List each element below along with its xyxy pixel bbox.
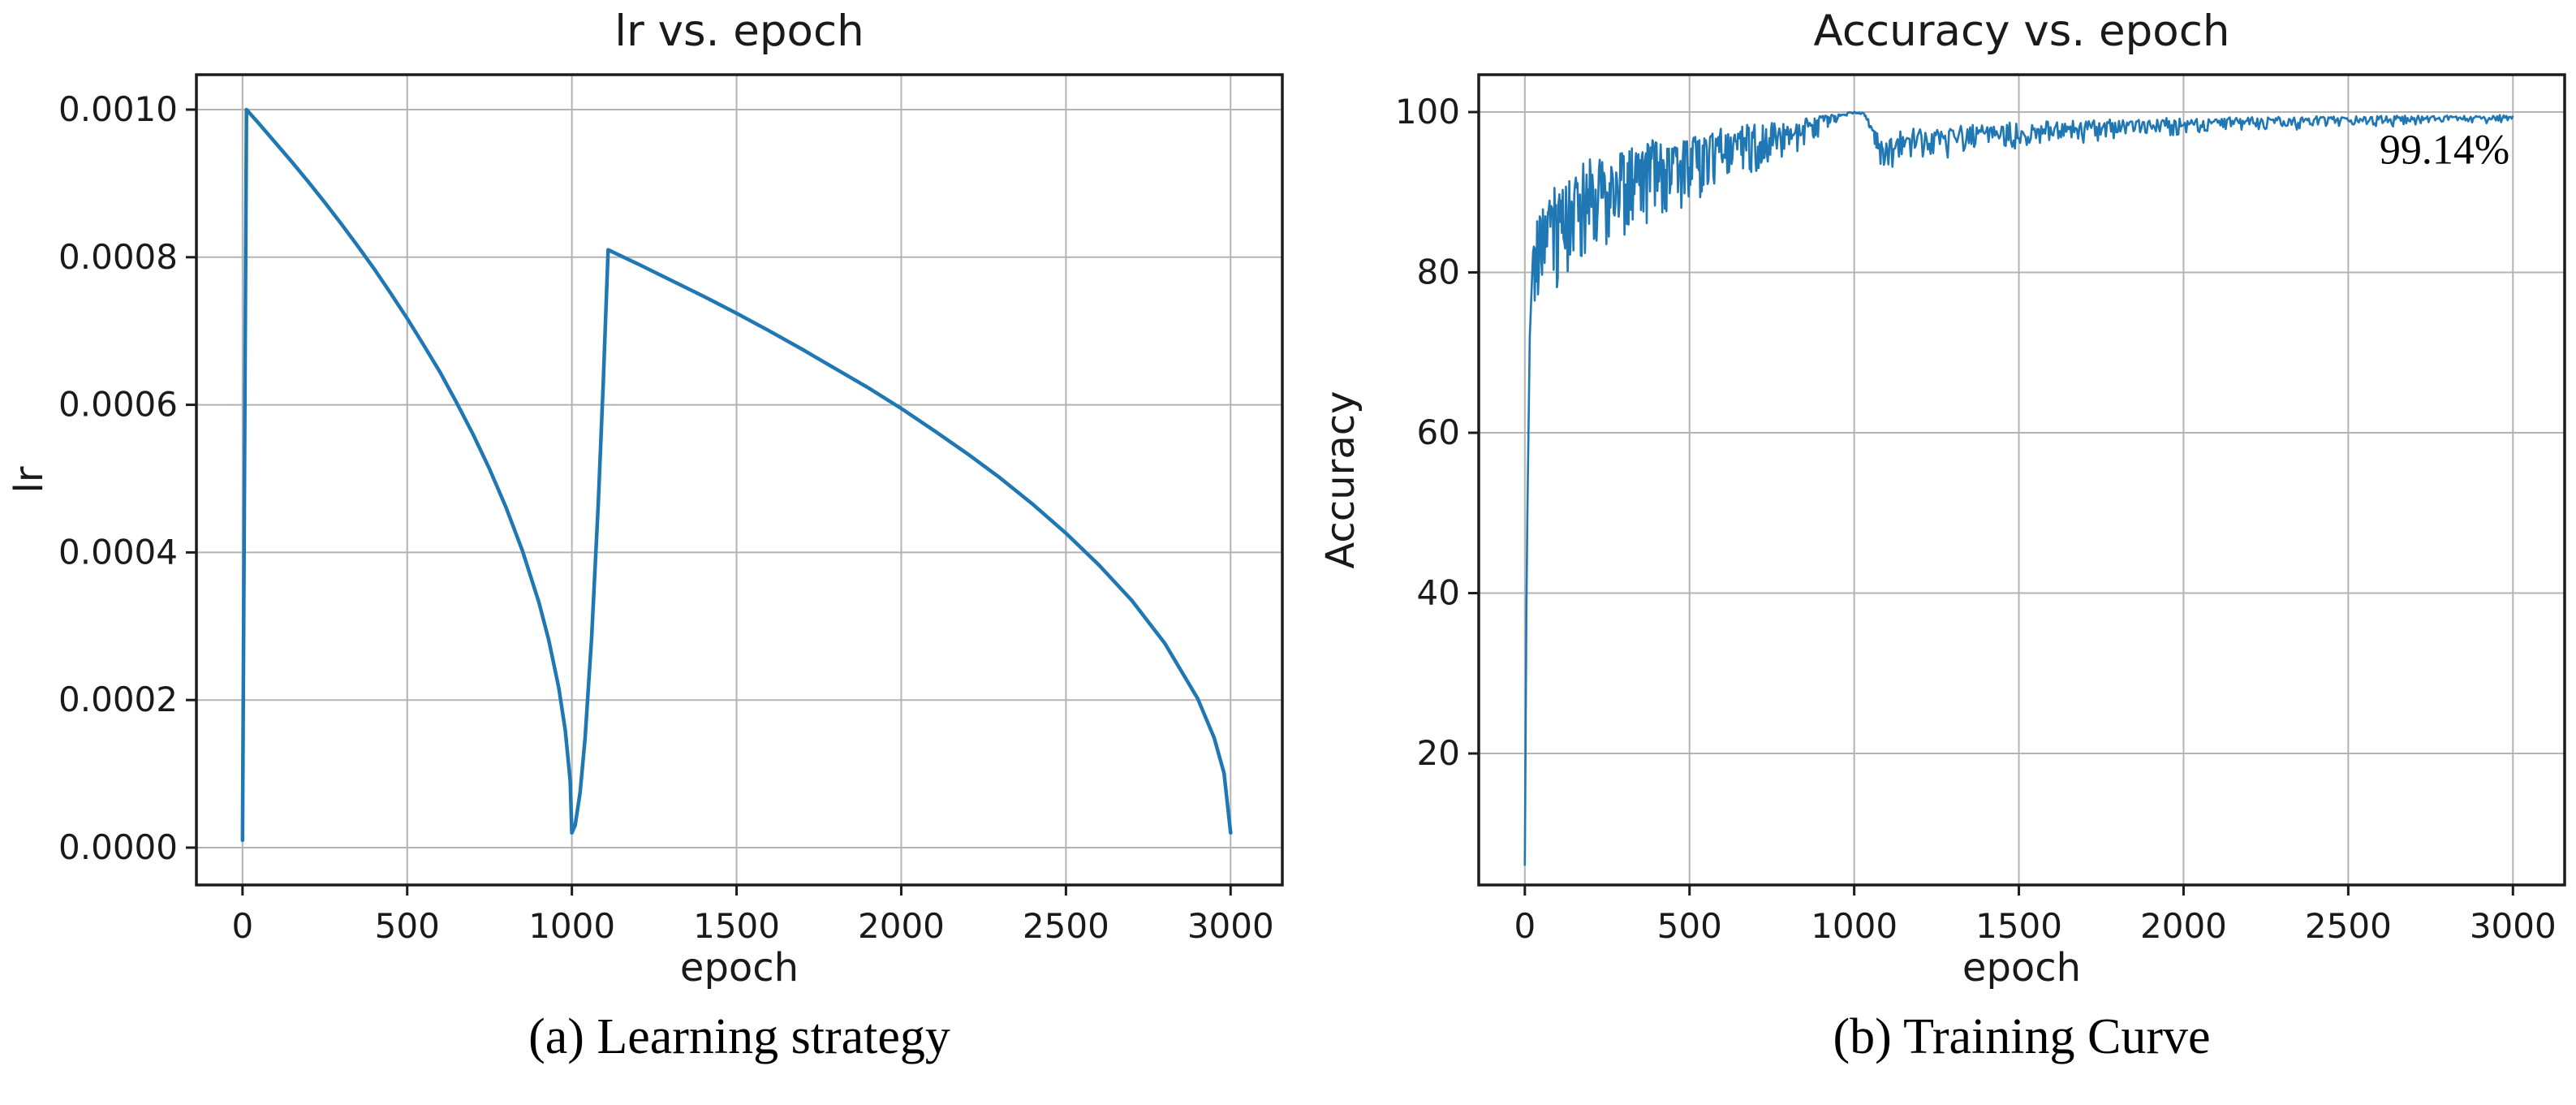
x-tick-label: 3000 — [2470, 906, 2557, 946]
x-tick-label: 2500 — [2305, 906, 2392, 946]
y-tick-label: 40 — [1417, 573, 1460, 613]
accuracy-ylabel: Accuracy — [1318, 391, 1363, 568]
x-tick-label: 0 — [231, 906, 253, 946]
x-tick-label: 1000 — [1811, 906, 1898, 946]
y-tick-label: 0.0010 — [58, 89, 178, 129]
y-tick-label: 0.0008 — [58, 237, 178, 277]
x-tick-label: 500 — [1657, 906, 1722, 946]
x-tick-label: 1000 — [528, 906, 615, 946]
accuracy-annotation: 99.14% — [2380, 127, 2509, 173]
lr-title: lr vs. epoch — [614, 6, 864, 56]
x-tick-label: 500 — [375, 906, 440, 946]
accuracy-title: Accuracy vs. epoch — [1814, 6, 2230, 56]
lr-xlabel: epoch — [680, 945, 799, 991]
y-tick-label: 0.0006 — [58, 385, 178, 425]
x-tick-label: 3000 — [1187, 906, 1274, 946]
y-tick-label: 20 — [1417, 733, 1460, 773]
y-tick-label: 80 — [1417, 253, 1460, 292]
y-tick-label: 0.0004 — [58, 532, 178, 572]
x-tick-label: 2000 — [2140, 906, 2227, 946]
accuracy-xlabel: epoch — [1962, 945, 2081, 991]
caption-learning-strategy: (a) Learning strategy — [528, 1009, 950, 1064]
lr-ylabel: lr — [6, 466, 52, 493]
x-tick-label: 2000 — [858, 906, 945, 946]
lr-curve — [240, 107, 1233, 843]
y-tick-label: 0.0002 — [58, 680, 178, 719]
caption-training-curve: (b) Training Curve — [1833, 1009, 2211, 1064]
x-tick-label: 0 — [1514, 906, 1536, 946]
x-tick-label: 1500 — [693, 906, 780, 946]
accuracy-axes-box — [1477, 73, 2566, 887]
y-tick-label: 60 — [1417, 412, 1460, 452]
y-tick-label: 0.0000 — [58, 827, 178, 867]
x-tick-label: 1500 — [1975, 906, 2062, 946]
accuracy-curve — [1523, 110, 2514, 866]
x-tick-label: 2500 — [1023, 906, 1109, 946]
y-tick-label: 100 — [1395, 92, 1460, 132]
lr-axes-box — [195, 73, 1284, 887]
